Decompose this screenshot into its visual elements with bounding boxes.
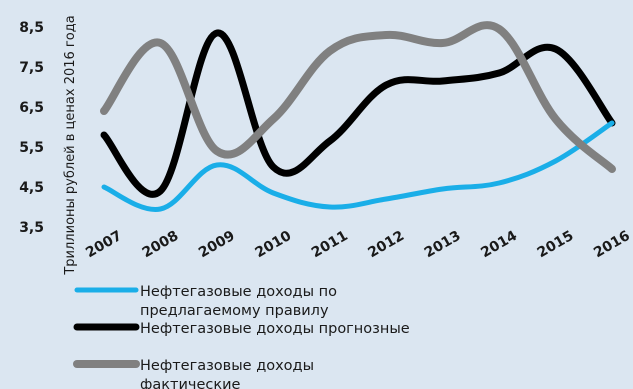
y-tick-label: 3,5 — [19, 220, 44, 236]
y-axis-ticks: 8,5 7,5 6,5 5,5 4,5 3,5 — [19, 20, 44, 236]
legend-label-1: Нефтегазовые доходы по — [140, 284, 337, 300]
x-tick-label: 2011 — [309, 228, 351, 261]
series-lines — [100, 21, 616, 212]
x-tick-label: 2010 — [252, 228, 294, 261]
y-tick-label: 4,5 — [19, 180, 44, 196]
y-tick-label: 7,5 — [19, 60, 44, 76]
legend-label-1: предлагаемому правилу — [140, 303, 329, 319]
series-line-3 — [100, 21, 616, 173]
x-tick-label: 2016 — [591, 228, 633, 261]
legend-label-3: Нефтегазовые доходы — [140, 358, 314, 374]
x-tick-label: 2012 — [365, 228, 407, 261]
legend-label-2: Нефтегазовые доходы прогнозные — [140, 321, 410, 337]
x-tick-label: 2015 — [535, 228, 577, 261]
series-line-1 — [101, 120, 615, 212]
y-tick-label: 6,5 — [19, 100, 44, 116]
x-tick-label: 2009 — [196, 228, 238, 261]
x-tick-label: 2007 — [83, 228, 125, 261]
y-axis-label: Триллионы рублей в ценах 2016 года — [63, 15, 78, 275]
x-tick-label: 2008 — [140, 228, 182, 261]
y-tick-label: 5,5 — [19, 140, 44, 156]
y-tick-label: 8,5 — [19, 20, 44, 36]
legend: Нефтегазовые доходы по предлагаемому прав… — [73, 284, 410, 389]
x-axis-ticks: 2007 2008 2009 2010 2011 2012 2013 2014 2015 2016 — [83, 228, 633, 261]
x-tick-label: 2013 — [422, 228, 464, 261]
x-tick-label: 2014 — [478, 228, 520, 261]
legend-label-3: фактические — [140, 377, 241, 389]
